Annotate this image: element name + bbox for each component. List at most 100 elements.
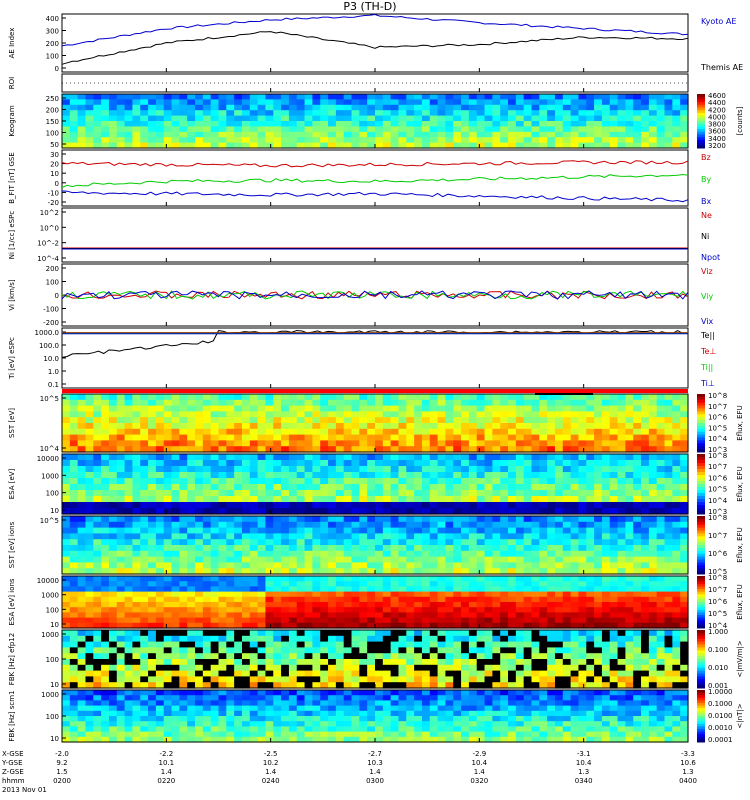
heatmap-cell [132,622,141,629]
heatmap-cell [351,484,360,491]
heatmap-cell [523,478,533,485]
heatmap-cell [406,137,415,144]
heatmap-cell [320,521,329,529]
heatmap-cell [453,405,462,412]
heatmap-cell [664,612,673,619]
heatmap-cell [429,110,439,117]
heatmap-cell [179,508,188,515]
heatmap-cell [296,630,306,637]
heatmap-cell [62,635,71,643]
heatmap-cell [429,596,439,603]
heatmap-cell [281,664,290,672]
heatmap-cell [461,472,470,479]
heatmap-cell [304,539,313,546]
heatmap-cell [304,670,313,677]
heatmap-cell [351,664,360,672]
heatmap-cell [304,556,313,563]
heatmap-cell [202,454,212,461]
heatmap-cell [62,434,71,441]
heatmap-cell [288,394,298,401]
heatmap-cell [414,502,423,509]
panel-1: ROI [8,73,689,93]
heatmap-cell [108,576,118,582]
heatmap-cell [257,126,267,133]
colorbar-swatch [697,609,705,613]
heatmap-cell [375,533,384,540]
heatmap-cell [124,137,134,144]
colorbar-swatch [697,602,705,606]
heatmap-cell [515,428,525,436]
heatmap-cell [656,399,666,407]
heatmap-cell [288,478,298,485]
heatmap-cell [633,521,642,529]
heatmap-cell [296,417,306,424]
heatmap-cell [523,440,533,447]
heatmap-cell [641,446,650,453]
heatmap-cell [492,131,501,138]
heatmap-cell [249,454,259,461]
heatmap-cell [218,508,227,515]
heatmap-cell [382,434,392,441]
heatmap-cell [343,417,353,424]
heatmap-cell [468,104,478,111]
heatmap-cell [633,411,642,418]
heatmap-cell [108,568,118,575]
heatmap-cell [500,460,509,467]
heatmap-cell [265,434,274,441]
heatmap-cell [116,659,126,666]
heatmap-cell [101,659,110,666]
heatmap-cell [547,659,556,666]
heatmap-cell [202,664,212,672]
heatmap-cell [124,617,134,624]
heatmap-cell [351,591,360,598]
heatmap-cell [578,399,587,407]
heatmap-cell [656,539,666,546]
heatmap-cell [273,607,282,613]
heatmap-cell [85,508,94,515]
heatmap-cell [617,405,626,412]
heatmap-cell [554,622,564,629]
heatmap-cell [351,612,360,619]
heatmap-cell [101,533,110,540]
heatmap-cell [148,670,157,677]
heatmap-cell [148,131,157,138]
heatmap-cell [69,484,79,491]
heatmap-cell [445,659,454,666]
heatmap-cell [625,460,634,467]
heatmap-cell [437,484,447,491]
heatmap-cell [62,682,71,689]
heatmap-cell [531,472,540,479]
heatmap-cell [633,142,642,149]
heatmap-cell [101,670,110,677]
heatmap-cell [179,115,188,122]
heatmap-cell [390,676,400,683]
heatmap-cell [437,502,447,509]
heatmap-cell [234,586,243,593]
heatmap-cell [116,142,126,149]
heatmap-cell [601,454,611,461]
heatmap-cell [594,496,603,503]
heatmap-cell [421,682,431,689]
heatmap-cell [312,478,321,485]
heatmap-cell [453,586,462,593]
heatmap-cell [406,110,415,117]
colorbar-swatch [697,493,705,497]
heatmap-cell [101,586,110,593]
heatmap-cell [101,434,110,441]
heatmap-cell [69,630,79,637]
heatmap-cell [218,104,227,111]
heatmap-cell [132,659,141,666]
heatmap-cell [476,99,486,106]
heatmap-cell [398,635,407,643]
heatmap-cell [62,466,71,473]
heatmap-cell [85,550,94,558]
heatmap-cell [609,466,619,473]
heatmap-cell [547,596,556,603]
heatmap-cell [328,556,337,563]
heatmap-cell [414,581,423,587]
heatmap-cell [648,545,658,552]
heatmap-cell [398,670,407,677]
heatmap-cell [468,126,478,133]
heatmap-cell [492,428,501,436]
heatmap-cell [108,562,118,569]
